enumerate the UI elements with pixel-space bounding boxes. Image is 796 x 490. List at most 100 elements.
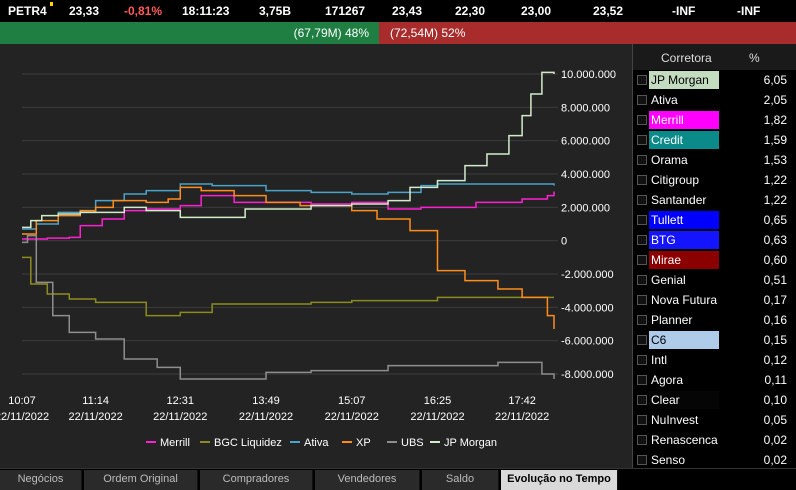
broker-row[interactable]: Citigroup 1,22 xyxy=(633,170,796,190)
quote-ticker-bar: PETR4 23,33 -0,81% 18:11:23 3,75B 171267… xyxy=(0,0,796,22)
tab-vendedores[interactable]: Vendedores xyxy=(315,470,420,490)
broker-name: Agora xyxy=(649,371,719,389)
broker-pct: 0,63 xyxy=(764,231,787,249)
ticker-value-6: -INF xyxy=(737,4,760,18)
ticker-last-price: 23,33 xyxy=(69,4,99,18)
broker-row[interactable]: Orama 1,53 xyxy=(633,150,796,170)
broker-row[interactable]: Mirae 0,60 xyxy=(633,250,796,270)
tab-ordem-original[interactable]: Ordem Original xyxy=(84,470,198,490)
broker-pct: 0,11 xyxy=(765,371,787,389)
series-toggle-checkbox[interactable] xyxy=(637,375,647,385)
tab-compradores[interactable]: Compradores xyxy=(200,470,313,490)
series-toggle-checkbox[interactable] xyxy=(637,415,647,425)
broker-name: BTG xyxy=(649,231,719,249)
broker-row[interactable]: NuInvest 0,05 xyxy=(633,410,796,430)
broker-name: JP Morgan xyxy=(649,71,719,89)
series-toggle-checkbox[interactable] xyxy=(637,295,647,305)
series-toggle-checkbox[interactable] xyxy=(637,195,647,205)
tab-saldo[interactable]: Saldo xyxy=(422,470,499,490)
broker-row[interactable]: Credit 1,59 xyxy=(633,130,796,150)
series-toggle-checkbox[interactable] xyxy=(637,75,647,85)
broker-pct: 0,05 xyxy=(764,411,787,429)
broker-row[interactable]: Ativa 2,05 xyxy=(633,90,796,110)
series-toggle-checkbox[interactable] xyxy=(637,135,647,145)
series-toggle-checkbox[interactable] xyxy=(637,355,647,365)
broker-row[interactable]: Tullett 0,65 xyxy=(633,210,796,230)
series-toggle-checkbox[interactable] xyxy=(637,215,647,225)
broker-pct: 0,16 xyxy=(764,311,787,329)
broker-row[interactable]: Intl 0,12 xyxy=(633,350,796,370)
broker-name: Orama xyxy=(649,151,719,169)
header-pct[interactable]: % xyxy=(749,51,760,65)
header-broker[interactable]: Corretora xyxy=(661,51,712,65)
broker-name: C6 xyxy=(649,331,719,349)
broker-row[interactable]: Planner 0,16 xyxy=(633,310,796,330)
ticker-value-1: 23,43 xyxy=(392,4,422,18)
broker-row[interactable]: Clear 0,10 xyxy=(633,390,796,410)
series-toggle-checkbox[interactable] xyxy=(637,395,647,405)
tab-evolu-o-no-tempo[interactable]: Evolução no Tempo xyxy=(501,470,618,490)
x-tick-date: 22/11/2022 xyxy=(239,411,293,423)
broker-pct: 1,22 xyxy=(764,191,787,209)
x-tick-time: 15:07 xyxy=(338,395,366,407)
ticker-time: 18:11:23 xyxy=(182,4,229,18)
x-tick-time: 13:49 xyxy=(252,395,280,407)
buy-sell-balance-bar: (67,79M) 48% (72,54M) 52% xyxy=(0,22,796,44)
y-tick-label: -4.000.000 xyxy=(561,302,614,314)
broker-row[interactable]: Genial 0,51 xyxy=(633,270,796,290)
y-tick-label: 4.000.000 xyxy=(561,169,610,181)
series-toggle-checkbox[interactable] xyxy=(637,275,647,285)
ticker-value-5: -INF xyxy=(672,4,695,18)
broker-pct: 0,02 xyxy=(764,451,787,469)
broker-pct: 0,17 xyxy=(764,291,787,309)
broker-row[interactable]: Agora 0,11 xyxy=(633,370,796,390)
y-tick-label: 10.000.000 xyxy=(561,69,616,81)
ticker-symbol[interactable]: PETR4 xyxy=(8,4,47,18)
series-toggle-checkbox[interactable] xyxy=(637,235,647,245)
chart-canvas: 10.000.0008.000.0006.000.0004.000.0002.0… xyxy=(0,44,632,468)
ticker-volume: 3,75B xyxy=(259,4,291,18)
y-tick-label: -6.000.000 xyxy=(561,336,614,348)
broker-row[interactable]: C6 0,15 xyxy=(633,330,796,350)
series-toggle-checkbox[interactable] xyxy=(637,455,647,465)
broker-name: Clear xyxy=(649,391,719,409)
broker-row[interactable]: Santander 1,22 xyxy=(633,190,796,210)
broker-row[interactable]: Merrill 1,82 xyxy=(633,110,796,130)
x-tick-time: 10:07 xyxy=(8,395,36,407)
x-tick-date: 22/11/2022 xyxy=(69,411,123,423)
legend-label: Merrill xyxy=(160,437,190,449)
legend-label: BGC Liquidez xyxy=(214,437,282,449)
broker-name: Senso xyxy=(649,451,719,469)
series-toggle-checkbox[interactable] xyxy=(637,315,647,325)
y-tick-label: -8.000.000 xyxy=(561,369,614,381)
buy-balance-label: (67,79M) 48% xyxy=(294,26,369,40)
broker-name: Tullett xyxy=(649,211,719,229)
ticker-change: -0,81% xyxy=(124,4,162,18)
evolution-chart[interactable]: 10.000.000 8.000.000 6.000.000 4.000.000 2.0… xyxy=(0,44,632,468)
broker-row[interactable]: JP Morgan 6,05 xyxy=(633,70,796,90)
broker-name: Intl xyxy=(649,351,719,369)
legend-label: JP Morgan xyxy=(444,437,497,449)
broker-name: Santander xyxy=(649,191,719,209)
series-toggle-checkbox[interactable] xyxy=(637,175,647,185)
broker-table: Corretora % JP Morgan 6,05 Ativa 2,05 Merril… xyxy=(632,44,796,468)
broker-name: Merrill xyxy=(649,111,719,129)
broker-row[interactable]: Nova Futura 0,17 xyxy=(633,290,796,310)
broker-pct: 0,51 xyxy=(764,271,787,289)
bottom-tabs: Negócios Ordem Original Compradores Vendedo… xyxy=(0,468,796,489)
broker-row[interactable]: BTG 0,63 xyxy=(633,230,796,250)
broker-row[interactable]: Renascenca 0,02 xyxy=(633,430,796,450)
series-toggle-checkbox[interactable] xyxy=(637,335,647,345)
series-toggle-checkbox[interactable] xyxy=(637,115,647,125)
x-tick-date: 22/11/2022 xyxy=(0,411,49,423)
broker-row[interactable]: Senso 0,02 xyxy=(633,450,796,470)
x-tick-time: 16:25 xyxy=(424,395,452,407)
series-toggle-checkbox[interactable] xyxy=(637,435,647,445)
series-toggle-checkbox[interactable] xyxy=(637,255,647,265)
series-toggle-checkbox[interactable] xyxy=(637,155,647,165)
tab-neg-cios[interactable]: Negócios xyxy=(0,470,82,490)
x-tick-time: 12:31 xyxy=(167,395,195,407)
series-toggle-checkbox[interactable] xyxy=(637,95,647,105)
legend-label: Ativa xyxy=(304,437,329,449)
broker-pct: 0,02 xyxy=(764,431,787,449)
